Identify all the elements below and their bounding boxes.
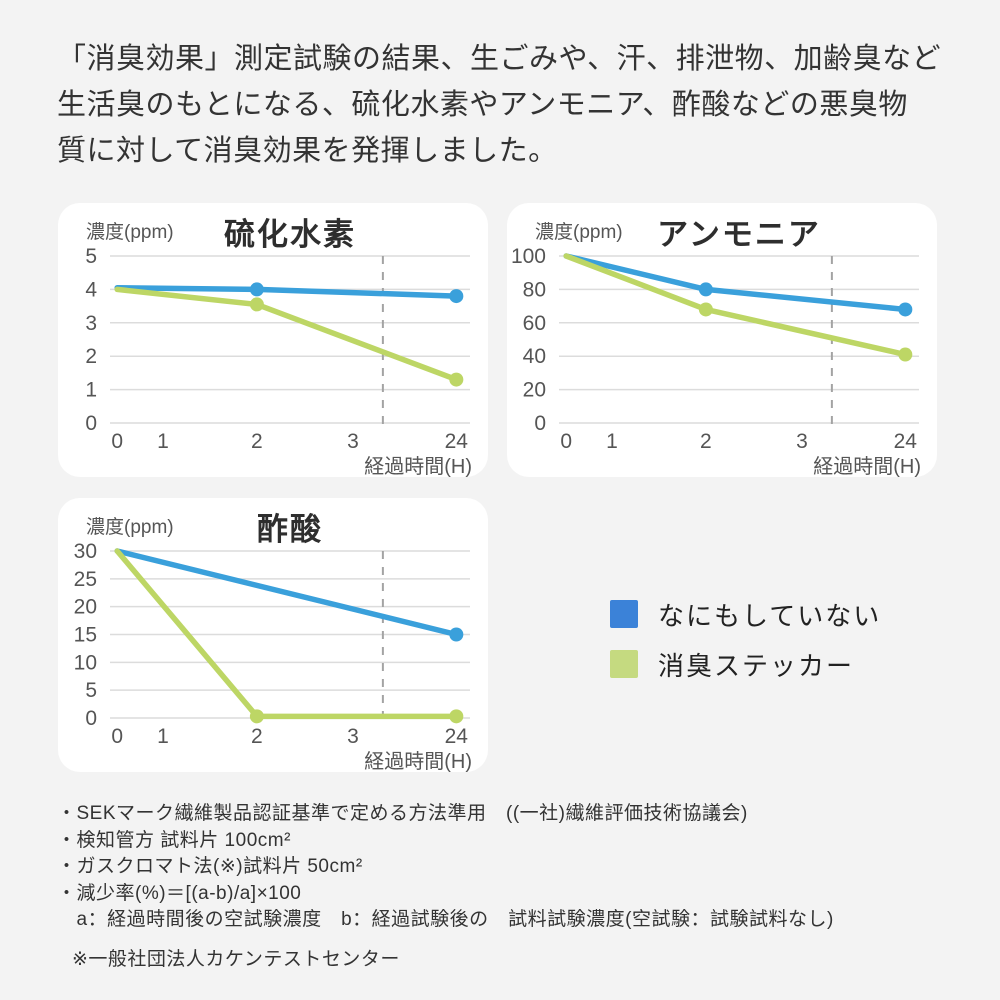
svg-text:40: 40 [523,345,546,368]
svg-text:0: 0 [534,412,546,435]
footnote-line-1: ・SEKマーク繊維製品認証基準で定める方法準用 ((一社)繊維評価技術協議会) [57,803,748,824]
svg-text:2: 2 [85,345,97,368]
svg-text:4: 4 [85,278,97,301]
svg-text:60: 60 [523,312,546,335]
legend-swatch-blue [610,600,638,628]
svg-text:0: 0 [111,725,123,748]
svg-text:20: 20 [523,379,546,402]
svg-text:0: 0 [85,707,97,730]
intro-line-1: 「消臭効果」測定試験の結果、生ごみや、汗、排泄物、加齢臭など [57,43,942,75]
chart-card-acetic-acid: 0 5 10 15 20 25 30 0 1 2 3 24 濃度(ppm) 酢酸 経過時間(H) [58,498,488,773]
svg-text:80: 80 [523,278,546,301]
svg-text:1: 1 [157,725,169,748]
intro-text: 「消臭効果」測定試験の結果、生ごみや、汗、排泄物、加齢臭など 生活臭のもとになる… [57,36,957,174]
svg-text:3: 3 [347,430,359,453]
legend-item-deodorant-sticker: 消臭ステッカー [610,650,881,681]
svg-text:1: 1 [606,430,618,453]
line-chart-ammonia: 0 20 40 60 80 100 0 1 2 3 24 [511,245,919,453]
legend-label-deodorant-sticker: 消臭ステッカー [658,650,855,681]
footnote-line-2: ・検知管方 試料片 100cm² [57,829,291,851]
intro-line-2: 生活臭のもとになる、硫化水素やアンモニア、酢酸などの悪臭物 [57,89,908,121]
chart-card-hydrogen-sulfide: 0 1 2 3 4 5 0 1 2 3 24 濃度(ppm) 硫化水素 経過時間(H) [58,203,488,478]
svg-text:24: 24 [445,725,469,748]
svg-text:30: 30 [74,540,97,563]
svg-text:15: 15 [74,624,97,647]
y-axis-unit-label: 濃度(ppm) [86,517,174,538]
svg-text:10: 10 [74,651,97,674]
chart-title-hydrogen-sulfide: 硫化水素 [224,217,356,252]
svg-text:2: 2 [251,430,263,453]
chart-title-ammonia: アンモニア [657,217,821,252]
svg-text:3: 3 [796,430,808,453]
svg-text:2: 2 [251,725,263,748]
footnote-line-4: ・減少率(%)＝[(a-b)/a]×100 [57,882,302,904]
line-chart-hydrogen-sulfide: 0 1 2 3 4 5 0 1 2 3 24 [85,245,470,453]
x-axis-unit-label: 経過時間(H) [813,456,921,478]
chart-title-acetic-acid: 酢酸 [257,512,323,547]
legend-label-untreated: なにもしていない [658,600,882,631]
chart-card-ammonia: 0 20 40 60 80 100 0 1 2 3 24 濃度(ppm) アンモニア 経過時間(H) [507,203,937,478]
svg-text:20: 20 [74,596,97,619]
footnote-test-center: ※一般社団法人カケンテストセンター [72,948,400,970]
footnote-line-3: ・ガスクロマト法(※)試料片 50cm² [57,856,363,877]
legend-item-untreated: なにもしていない [610,600,881,631]
svg-text:1: 1 [157,430,169,453]
footnotes: ・SEKマーク繊維製品認証基準で定める方法準用 ((一社)繊維評価技術協議会) … [57,801,834,973]
svg-text:5: 5 [85,679,97,702]
svg-text:5: 5 [85,245,97,268]
legend-swatch-green [610,650,638,678]
x-axis-unit-label: 経過時間(H) [364,456,472,478]
footnote-line-5: a：経過時間後の空試験濃度 b：経過試験後の 試料試験濃度(空試験：試験試料なし… [57,909,834,930]
svg-text:3: 3 [347,725,359,748]
y-axis-unit-label: 濃度(ppm) [86,222,174,243]
svg-text:100: 100 [511,245,546,268]
svg-text:24: 24 [445,430,469,453]
svg-text:1: 1 [85,379,97,402]
svg-text:0: 0 [111,430,123,453]
svg-text:24: 24 [894,430,918,453]
intro-line-3: 質に対して消臭効果を発揮しました。 [57,135,558,167]
legend: なにもしていない 消臭ステッカー [610,600,881,700]
svg-text:25: 25 [74,568,97,591]
x-axis-unit-label: 経過時間(H) [364,751,472,773]
svg-text:0: 0 [85,412,97,435]
svg-text:3: 3 [85,312,97,335]
svg-text:0: 0 [560,430,572,453]
svg-text:2: 2 [700,430,712,453]
y-axis-unit-label: 濃度(ppm) [535,222,623,243]
